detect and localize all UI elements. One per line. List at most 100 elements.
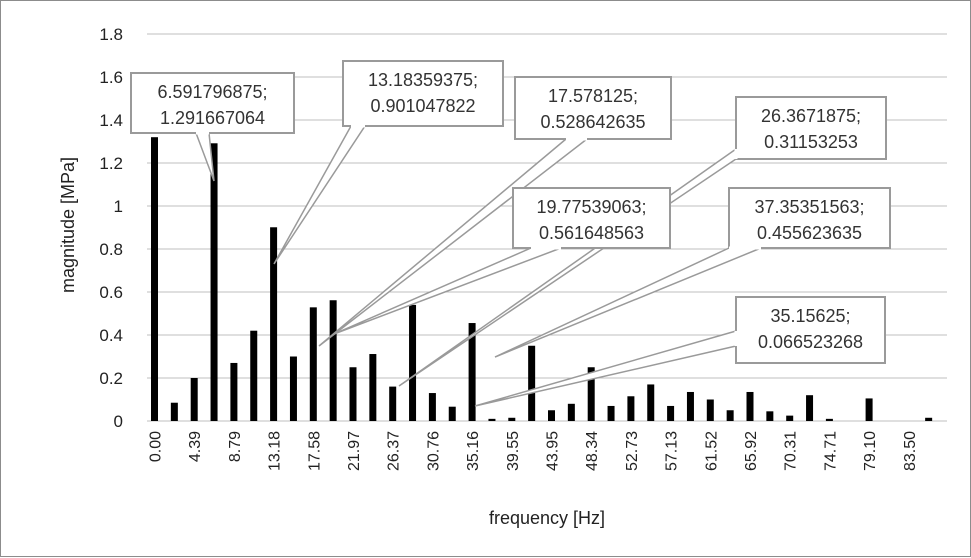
bar	[726, 410, 734, 421]
bar	[409, 304, 417, 421]
y-tick-label: 0.6	[99, 283, 123, 302]
bar	[647, 384, 655, 421]
x-tick-label: 52.73	[624, 431, 641, 471]
callout-box	[342, 60, 504, 127]
callout-label-line1: 13.18359375;	[368, 70, 478, 90]
bar	[627, 396, 635, 421]
bar	[389, 386, 397, 421]
x-tick-label: 79.10	[862, 431, 879, 471]
bar	[667, 405, 675, 421]
callout-label-line2: 0.455623635	[757, 223, 862, 243]
x-tick-label: 57.13	[664, 431, 681, 471]
x-tick-label: 43.95	[545, 431, 562, 471]
x-tick-label: 13.18	[267, 431, 284, 471]
x-tick-label: 83.50	[902, 431, 919, 471]
y-tick-label: 0.8	[99, 240, 123, 259]
y-tick-label: 1.8	[99, 25, 123, 44]
annotation-callout: 37.35351563; 0.455623635	[494, 187, 891, 358]
bar	[190, 378, 198, 421]
y-tick-labels: 0 0.2 0.4 0.6 0.8 1 1.2 1.4 1.6 1.8	[99, 25, 123, 431]
callout-label-line2: 0.561648563	[539, 223, 644, 243]
bar	[746, 391, 754, 421]
bar	[865, 398, 873, 421]
bar	[587, 367, 595, 421]
x-tick-label: 70.31	[783, 431, 800, 471]
callout-label-line1: 19.77539063;	[536, 197, 646, 217]
x-tick-label: 48.34	[584, 431, 601, 471]
bar	[686, 391, 694, 421]
x-tick-label: 61.52	[703, 431, 720, 471]
x-axis-title: frequency [Hz]	[489, 508, 605, 528]
annotation-callout: 19.77539063; 0.561648563	[333, 187, 671, 335]
x-tick-label: 21.97	[346, 431, 363, 471]
x-tick-label: 39.55	[505, 431, 522, 471]
callout-leader	[474, 330, 737, 407]
y-tick-label: 0	[114, 412, 123, 431]
callout-box	[735, 96, 887, 160]
callout-label-line2: 0.901047822	[370, 96, 475, 116]
x-tick-label: 17.58	[306, 431, 323, 471]
bar	[468, 323, 476, 421]
bar	[250, 330, 258, 421]
bar	[448, 406, 456, 421]
bar	[548, 410, 555, 421]
callout-box	[728, 187, 891, 249]
callouts: 6.591796875; 1.291667064 13.18359375; 0.901…	[130, 60, 891, 407]
y-tick-label: 1.6	[99, 68, 123, 87]
bar	[925, 417, 933, 421]
x-tick-label: 8.79	[227, 431, 244, 462]
callout-leader	[273, 125, 367, 265]
y-tick-label: 1.2	[99, 154, 123, 173]
bar	[289, 356, 297, 421]
callout-box	[514, 76, 672, 140]
callout-label-line2: 0.528642635	[540, 112, 645, 132]
bar	[607, 405, 615, 421]
callout-box	[512, 187, 671, 249]
callout-label-line2: 0.066523268	[758, 332, 863, 352]
callout-label-line2: 0.31153253	[764, 132, 858, 152]
y-tick-label: 1	[114, 197, 123, 216]
x-tick-label: 30.76	[425, 431, 442, 471]
x-tick-label: 26.37	[386, 431, 403, 471]
y-tick-label: 0.2	[99, 369, 123, 388]
x-tick-label: 0.00	[148, 431, 165, 462]
bar	[766, 411, 774, 421]
bar	[349, 367, 357, 421]
callout-label-line1: 37.35351563;	[754, 197, 864, 217]
callout-label-line1: 35.15625;	[770, 306, 850, 326]
bar	[309, 307, 317, 421]
x-tick-label: 4.39	[187, 431, 204, 462]
x-tick-label: 65.92	[743, 431, 760, 471]
annotation-callout: 35.15625; 0.066523268	[474, 296, 886, 407]
bar	[170, 402, 178, 421]
x-tick-label: 74.71	[822, 431, 839, 471]
bars	[151, 137, 933, 422]
bar	[428, 393, 436, 421]
bar	[528, 345, 536, 421]
annotation-callout: 6.591796875; 1.291667064	[130, 72, 295, 182]
callout-label-line1: 6.591796875;	[157, 82, 267, 102]
callout-label-line1: 17.578125;	[548, 86, 638, 106]
bar	[210, 143, 218, 422]
bar	[329, 300, 337, 421]
bar	[567, 403, 575, 421]
callout-leader	[194, 132, 215, 182]
y-tick-label: 1.4	[99, 111, 123, 130]
bar	[706, 399, 714, 421]
callout-label-line1: 26.3671875;	[761, 106, 861, 126]
x-tick-labels: 0.00 4.39 8.79 13.18 17.58 21.97 26.37 30.76 35.…	[148, 431, 919, 471]
callout-box	[130, 72, 295, 134]
y-tick-label: 0.4	[99, 326, 123, 345]
bar	[369, 354, 377, 421]
callout-leader	[333, 247, 562, 335]
annotation-callout: 13.18359375; 0.901047822	[273, 60, 504, 265]
bar	[270, 227, 278, 421]
x-tick-label: 35.16	[465, 431, 482, 471]
bar	[508, 417, 516, 421]
bar	[488, 418, 496, 421]
bar	[825, 418, 833, 421]
bar	[806, 395, 814, 421]
y-axis-title: magnitude [MPa]	[58, 157, 78, 293]
bar	[151, 137, 158, 421]
